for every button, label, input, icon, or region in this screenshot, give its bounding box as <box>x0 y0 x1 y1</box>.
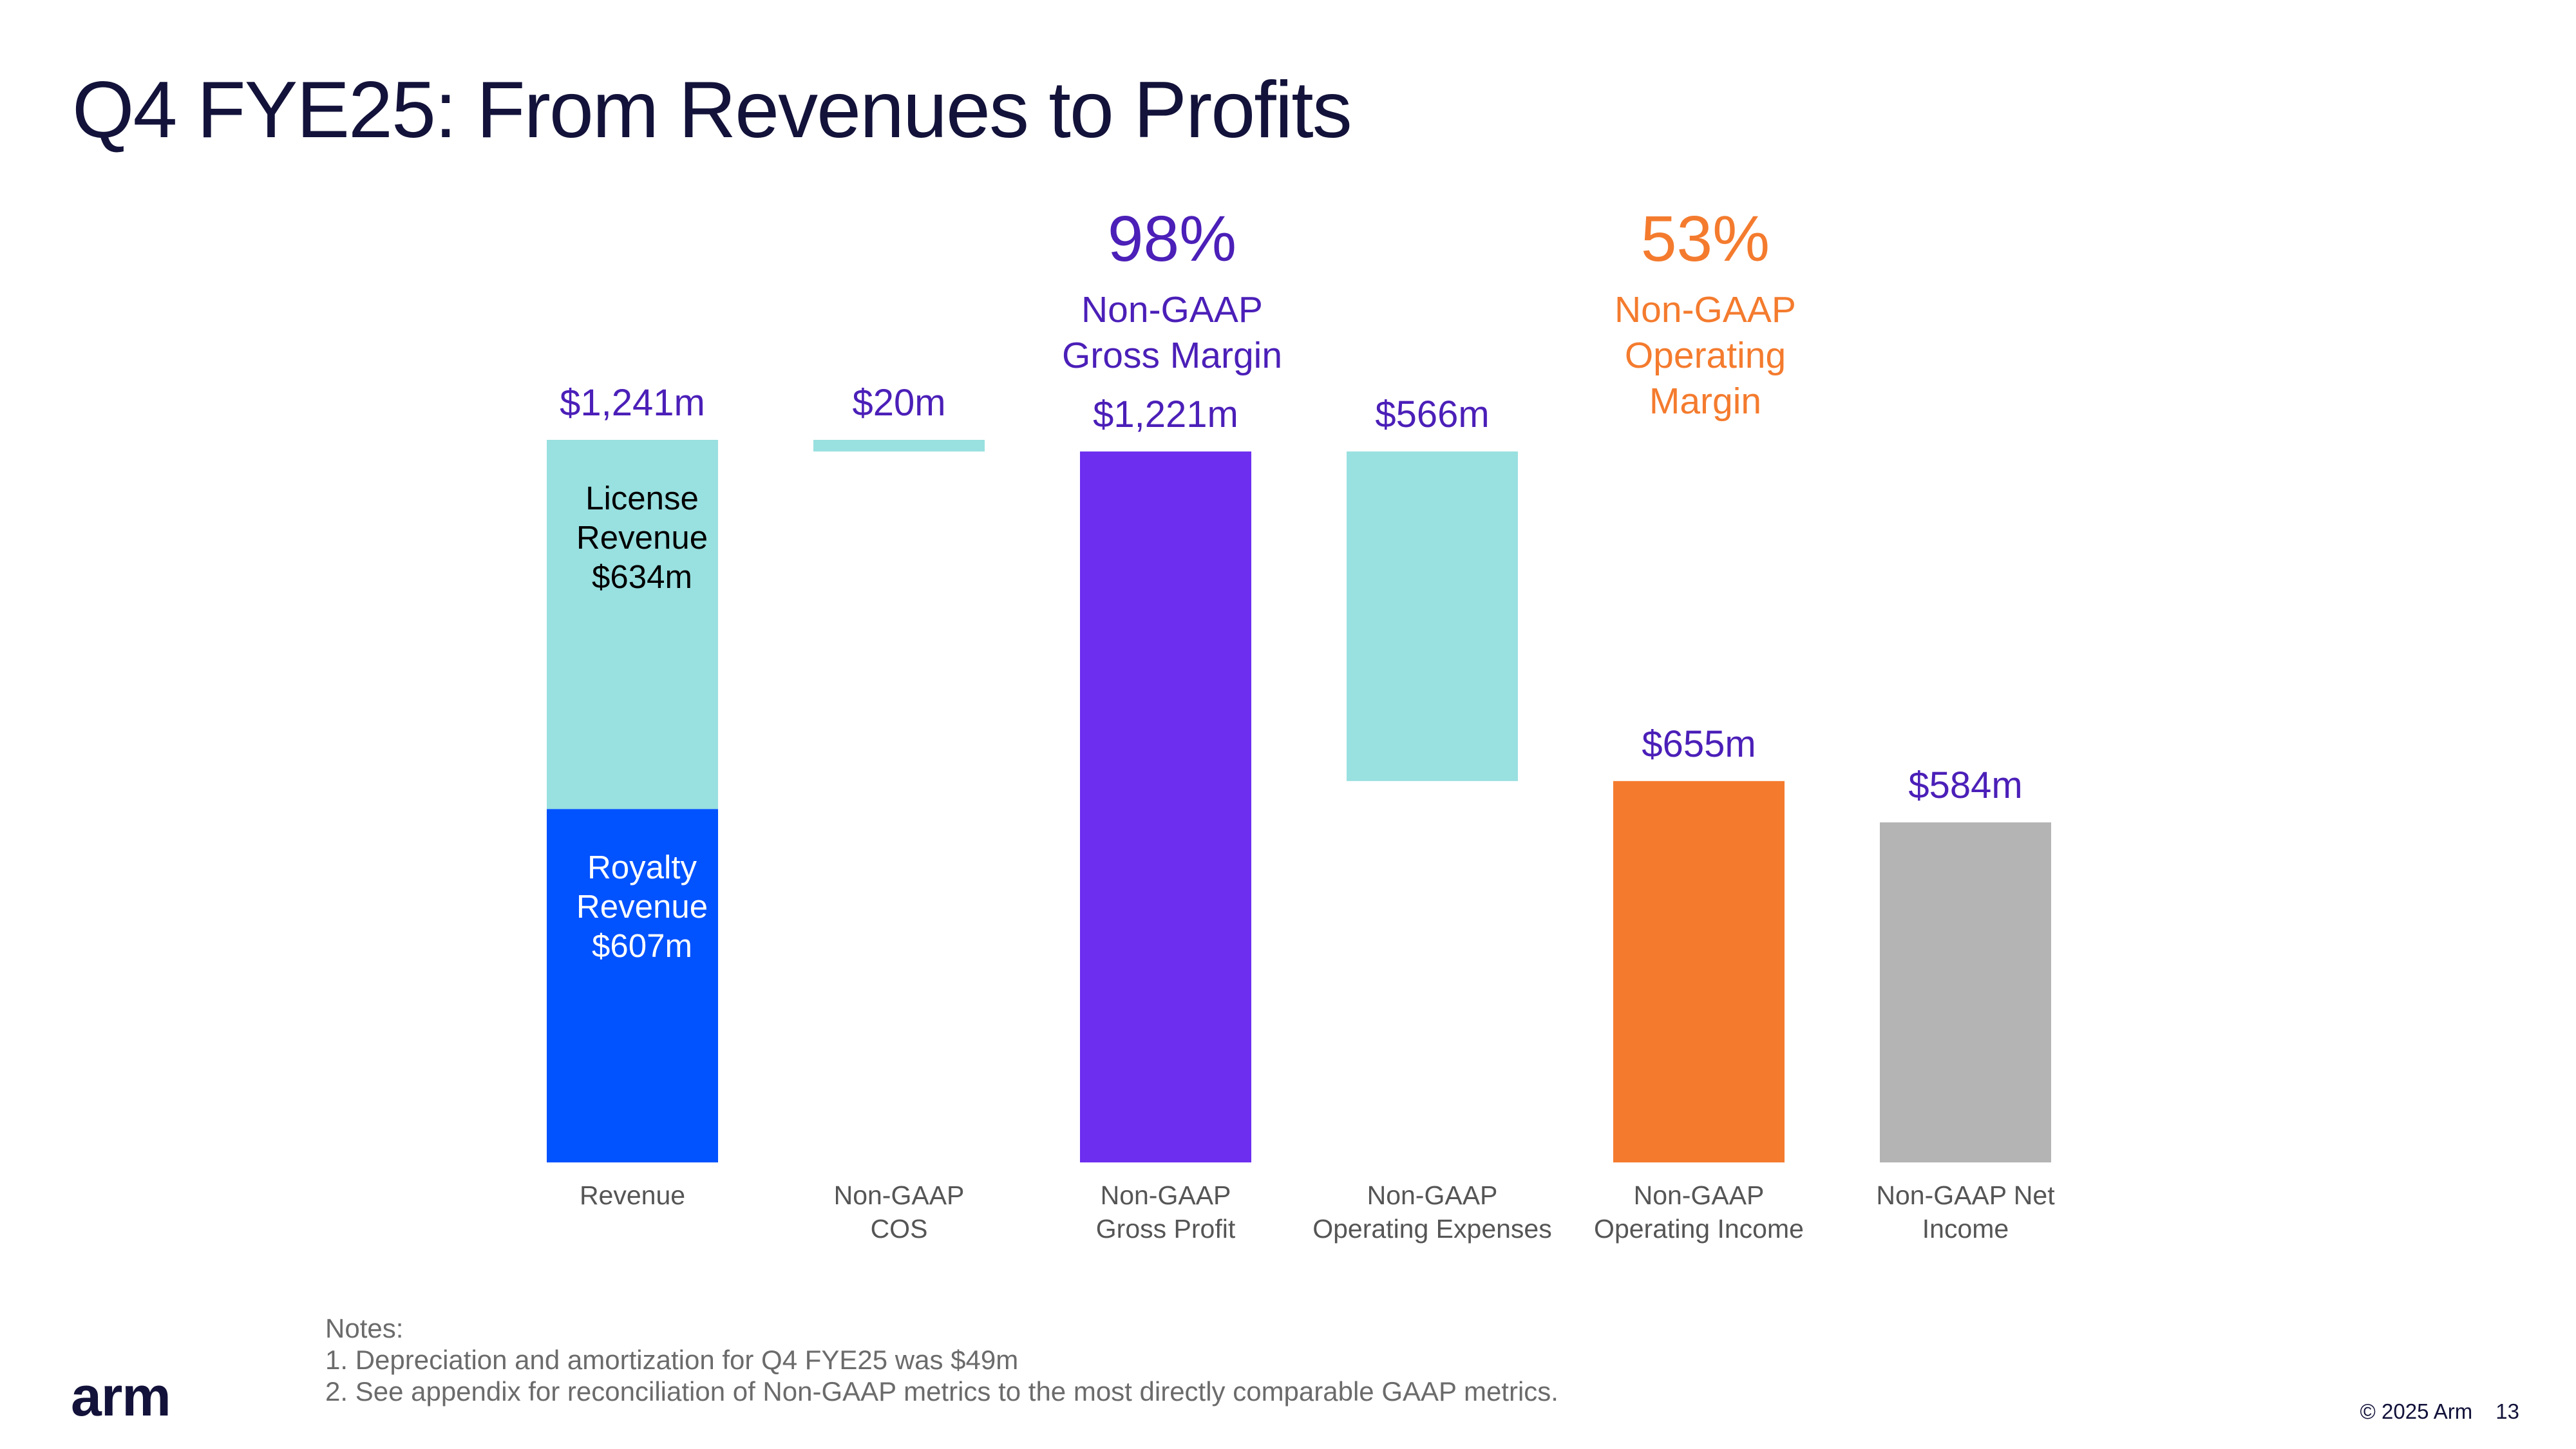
data-label: $566m <box>1375 393 1489 435</box>
bar-inner-label: Royalty <box>587 849 697 886</box>
bar <box>1080 451 1251 1162</box>
category-label: Non-GAAP Net <box>1876 1180 2055 1210</box>
data-label: $1,221m <box>1093 393 1238 435</box>
category-label: Revenue <box>580 1180 685 1210</box>
margin-callout-text: Non-GAAP <box>1081 289 1263 330</box>
category-label: Non-GAAP <box>1634 1180 1765 1210</box>
margin-callout-text: Gross Margin <box>1062 335 1282 376</box>
note-item: 1. Depreciation and amortization for Q4 … <box>325 1345 1019 1375</box>
bar-inner-label: Revenue <box>576 888 708 925</box>
notes-heading: Notes: <box>325 1313 404 1343</box>
data-label: $655m <box>1642 723 1756 765</box>
bar <box>1880 822 2051 1162</box>
margin-callout-value: 53% <box>1641 203 1770 275</box>
data-label: $20m <box>852 382 945 424</box>
bar-inner-label: $634m <box>592 558 692 595</box>
notes: Notes: 1. Depreciation and amortization … <box>325 1312 1558 1407</box>
margin-callout-text: Margin <box>1649 381 1761 422</box>
margin-callout-text: Operating <box>1625 335 1786 376</box>
category-label: Operating Expenses <box>1312 1214 1552 1244</box>
footer: © 2025 Arm 13 <box>2360 1399 2519 1424</box>
category-label: Non-GAAP <box>1367 1180 1498 1210</box>
category-label: Gross Profit <box>1096 1214 1236 1244</box>
bar-inner-label: License <box>585 480 699 516</box>
data-label: $1,241m <box>560 382 705 424</box>
arm-logo: arm <box>71 1366 171 1428</box>
margin-callout-value: 98% <box>1108 203 1236 275</box>
note-item: 2. See appendix for reconciliation of No… <box>325 1376 1558 1406</box>
bar <box>1347 451 1518 781</box>
category-label: Non-GAAP <box>834 1180 965 1210</box>
bar <box>813 440 985 452</box>
category-label: Non-GAAP <box>1101 1180 1231 1210</box>
margin-callout-text: Non-GAAP <box>1615 289 1796 330</box>
slide-title: Q4 FYE25: From Revenues to Profits <box>72 66 1352 155</box>
bar <box>1613 781 1785 1162</box>
category-label: COS <box>871 1214 928 1244</box>
copyright: © 2025 Arm <box>2360 1399 2473 1423</box>
category-label: Operating Income <box>1594 1214 1804 1244</box>
category-label: Income <box>1922 1214 2009 1244</box>
bar-inner-label: $607m <box>592 927 692 964</box>
data-label: $584m <box>1908 764 2022 806</box>
bar <box>547 440 718 810</box>
bar-inner-label: Revenue <box>576 519 708 556</box>
page-number: 13 <box>2496 1399 2519 1423</box>
bar <box>547 809 718 1162</box>
